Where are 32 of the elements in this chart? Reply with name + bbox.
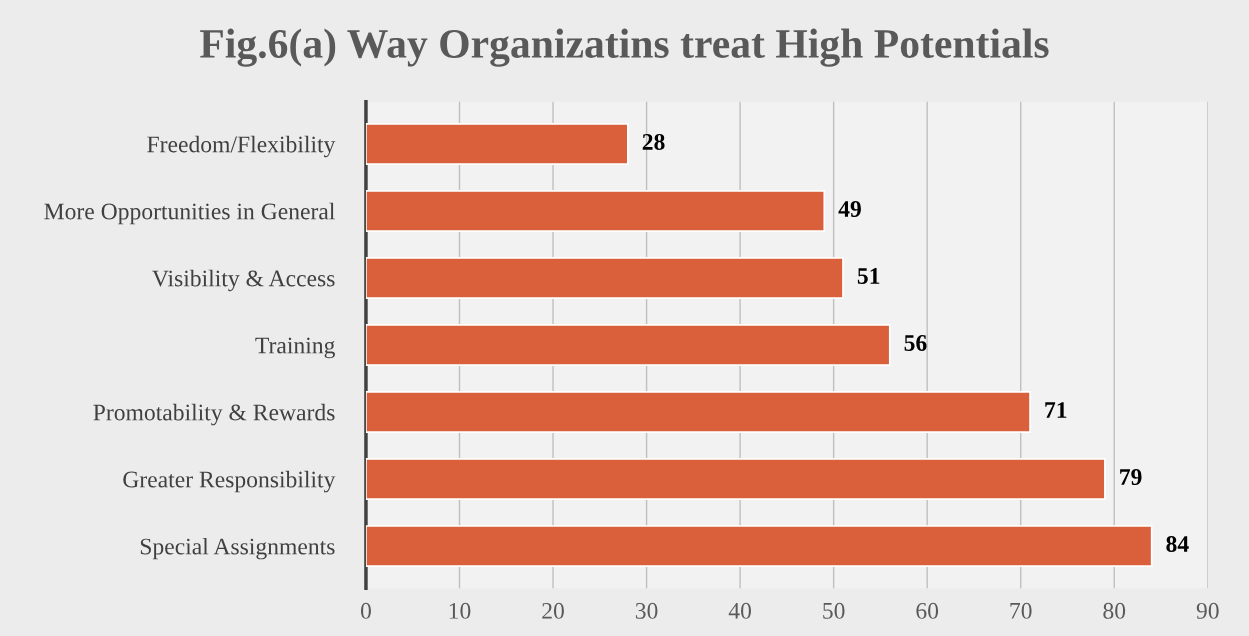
bar xyxy=(365,123,629,165)
x-tick-label: 70 xyxy=(1010,602,1032,619)
x-tick-label: 50 xyxy=(823,602,845,619)
bar xyxy=(365,190,826,232)
bar xyxy=(365,525,1153,568)
x-tick-label: 10 xyxy=(449,602,471,619)
bar xyxy=(365,324,891,366)
y-tick-label: Special Assignments xyxy=(140,537,335,560)
y-tick-label: Greater Responsibility xyxy=(123,470,336,493)
data-label: 51 xyxy=(857,268,880,284)
y-tick-label: Training xyxy=(255,337,335,359)
y-tick-label: More Opportunities in General xyxy=(44,202,335,225)
data-label: 28 xyxy=(642,133,665,150)
bar xyxy=(365,458,1106,501)
y-tick-label: Visibility & Access xyxy=(152,269,335,292)
data-label: 49 xyxy=(838,201,861,217)
data-label: 56 xyxy=(904,335,927,351)
y-tick-label: Promotability & Rewards xyxy=(93,403,335,426)
x-tick-label: 40 xyxy=(728,602,752,619)
x-tick-label: 20 xyxy=(542,602,564,619)
x-tick-label: 60 xyxy=(916,602,939,619)
data-label: 71 xyxy=(1045,402,1067,418)
x-tick-label: 80 xyxy=(1103,602,1126,619)
y-tick-label: Freedom/Flexibility xyxy=(147,135,336,158)
data-label: 84 xyxy=(1166,536,1189,552)
x-tick-label: 90 xyxy=(1196,602,1219,619)
chart-title: Fig.6(a) Way Organizatins treat High Potentials xyxy=(200,28,1049,67)
bar xyxy=(365,257,844,299)
x-tick-label: 0 xyxy=(360,602,371,619)
bar xyxy=(365,391,1031,433)
data-label: 79 xyxy=(1120,469,1142,485)
x-tick-label: 30 xyxy=(635,602,658,619)
